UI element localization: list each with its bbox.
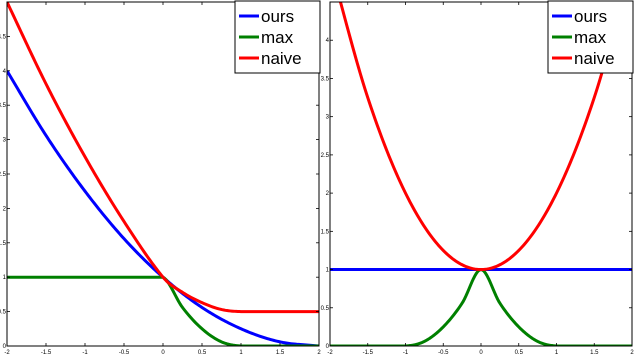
x-tick-label: 0.5 bbox=[198, 350, 207, 356]
series-line-ours bbox=[7, 70, 319, 346]
x-tick-label: 1 bbox=[239, 350, 243, 356]
chart-panel-2: -2 -1.5 -1 -0.5 0 0.5 1 1.5 2 0 0.5 1 1.5 2 2.5 3 3.5 4 ou… bbox=[321, 0, 634, 356]
x-tick-label: -1.5 bbox=[41, 350, 52, 356]
x-tick-label: 0 bbox=[479, 350, 483, 356]
y-tick-label: 1.5 bbox=[321, 229, 330, 235]
y-tick-label: 2 bbox=[3, 206, 7, 212]
x-tick-label: 1 bbox=[555, 350, 559, 356]
y-tick-label: 0 bbox=[3, 344, 7, 350]
legend-label-ours: ours bbox=[574, 7, 607, 26]
y-tick-label: 0.5 bbox=[0, 310, 7, 316]
x-tick-label: 1.5 bbox=[590, 350, 599, 356]
chart-panel-1: -2 -1.5 -1 -0.5 0 0.5 1 1.5 2 0 0.5 1 1.5 2 2.5 3 3.5 4 4.… bbox=[0, 0, 321, 356]
x-tick-label: 2 bbox=[317, 350, 321, 356]
x-tick-label: -2 bbox=[327, 350, 333, 356]
y-tick-label: 0 bbox=[326, 344, 330, 350]
series-line-max bbox=[330, 268, 632, 346]
x-tick-label: 1.5 bbox=[276, 350, 285, 356]
y-tick-label: 2.5 bbox=[321, 153, 330, 159]
x-tick-label: 0.5 bbox=[515, 350, 524, 356]
legend-label-naive: naive bbox=[574, 49, 615, 68]
legend-label-naive: naive bbox=[261, 49, 302, 68]
y-tick-label: 2 bbox=[326, 191, 330, 197]
y-tick-label: 0.5 bbox=[321, 306, 330, 312]
legend: ours max naive bbox=[234, 0, 321, 74]
x-tick-label: -1 bbox=[82, 350, 88, 356]
legend: ours max naive bbox=[547, 0, 634, 74]
x-tick-label: -1.5 bbox=[363, 350, 374, 356]
y-tick-label: 1.5 bbox=[0, 241, 7, 247]
series-line-naive bbox=[7, 2, 319, 314]
legend-label-ours: ours bbox=[261, 7, 294, 26]
x-tick-label: -0.5 bbox=[438, 350, 449, 356]
y-tick-label: 4 bbox=[3, 69, 7, 75]
series-line-naive bbox=[338, 2, 624, 272]
y-tick-label: 3.5 bbox=[0, 103, 7, 109]
y-tick-label: 4.5 bbox=[0, 34, 7, 40]
legend-label-max: max bbox=[574, 28, 607, 47]
series-group bbox=[7, 2, 319, 346]
y-tick-label: 1 bbox=[326, 268, 330, 274]
legend-label-max: max bbox=[261, 28, 294, 47]
x-tick-label: -2 bbox=[4, 350, 10, 356]
y-tick-label: 2.5 bbox=[0, 172, 7, 178]
y-tick-label: 3 bbox=[3, 138, 7, 144]
x-tick-label: 0 bbox=[161, 350, 165, 356]
y-tick-label: 4 bbox=[326, 38, 330, 44]
x-tick-label: 2 bbox=[630, 350, 634, 356]
x-tick-label: -1 bbox=[403, 350, 409, 356]
x-tick-label: -0.5 bbox=[119, 350, 130, 356]
y-tick-label: 3 bbox=[326, 115, 330, 121]
y-tick-label: 3.5 bbox=[321, 76, 330, 82]
series-group bbox=[330, 2, 632, 346]
y-tick-label: 1 bbox=[3, 275, 7, 281]
